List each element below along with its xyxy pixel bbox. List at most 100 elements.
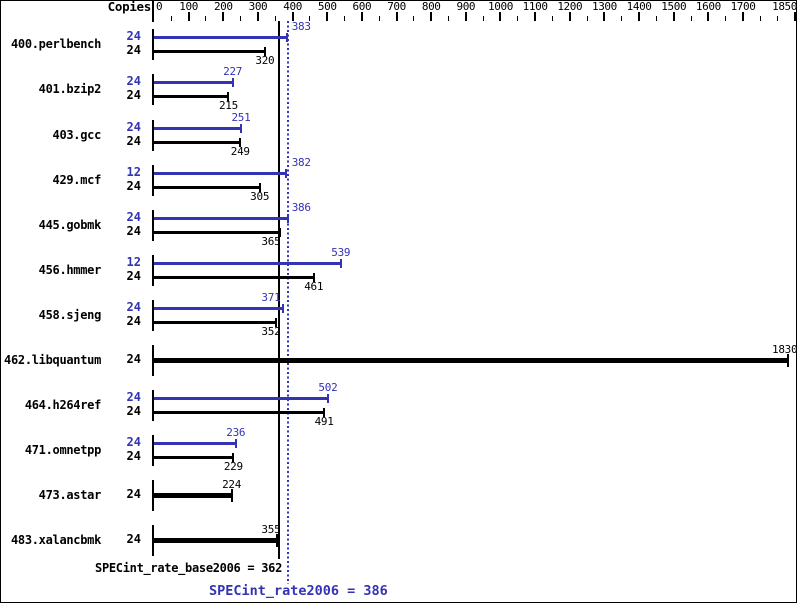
value-label: 251 [231,111,251,124]
bar-endcap [281,304,284,313]
bar-endcap [230,489,233,502]
value-label: 371 [261,291,281,304]
group-axis-segment [152,210,154,241]
copies-label: 24 [126,29,141,43]
copies-label: 24 [126,210,141,224]
benchmark-label: 458.sjeng [38,308,102,322]
bar-endcap [234,439,237,448]
bar-endcap [258,183,261,192]
value-label: 1830 [772,343,798,356]
group-axis-segment [152,29,154,60]
copies-label: 24 [126,224,141,238]
x-axis-tick-label: 800 [421,0,441,13]
benchmark-label: 400.perlbench [10,37,101,51]
copies-label: 24 [126,487,141,501]
bar-endcap [274,318,277,327]
bar-endcap [232,453,235,462]
x-axis-minor-tick [586,16,588,21]
bar-endcap [231,78,234,87]
copies-label: 24 [126,390,141,404]
base-bar [154,50,265,53]
group-axis-segment [152,390,154,421]
x-axis-minor-tick [170,16,172,21]
axis-origin-line [152,1,154,22]
x-axis-minor-tick [309,16,311,21]
x-axis-major-tick [638,12,641,21]
group-axis-segment [152,345,154,376]
x-axis-tick-label: 1200 [557,0,583,13]
copies-label: 24 [126,435,141,449]
x-axis-tick-label: 0 [156,0,163,13]
value-label: 352 [261,325,281,338]
base-bar [154,276,314,279]
x-axis-minor-tick [777,16,779,21]
group-axis-segment [152,255,154,286]
basepeak-bar [154,358,789,363]
x-axis-major-tick [568,12,571,21]
x-axis-tick-label: 400 [283,0,302,13]
basepeak-bar [154,538,277,543]
peak-reference-line [286,21,289,584]
x-axis-tick-label: 900 [456,0,476,13]
benchmark-label: 401.bzip2 [38,82,102,96]
copies-label: 24 [126,120,141,134]
x-axis-major-tick [672,12,675,21]
bar-endcap [285,169,288,178]
value-label: 383 [291,20,311,33]
x-axis-minor-tick [690,16,692,21]
copies-label: 24 [126,88,141,102]
benchmark-label: 483.xalancbmk [10,533,101,547]
group-axis-segment [152,480,154,511]
bar-endcap [323,408,326,417]
bar-endcap [285,33,288,42]
x-axis-tick-label: 1500 [661,0,687,13]
base-bar [154,231,281,234]
bar-endcap [227,92,230,101]
x-axis-major-tick [794,12,796,21]
x-axis-tick-label: 600 [352,0,372,13]
copies-label: 24 [126,352,141,366]
copies-label: 12 [126,165,141,179]
benchmark-label: 429.mcf [52,173,102,187]
value-label: 355 [261,523,281,536]
copies-label: 24 [126,179,141,193]
peak-summary-label: SPECint_rate2006 = 386 [209,583,388,599]
x-axis-minor-tick [759,16,761,21]
x-axis-tick-label: 500 [317,0,337,13]
copies-label: 24 [126,43,141,57]
value-label: 491 [314,415,334,428]
x-axis-major-tick [430,12,433,21]
peak-bar [154,262,341,265]
basepeak-bar [154,493,232,498]
group-axis-segment [152,74,154,105]
x-axis-major-tick [464,12,467,21]
x-axis-minor-tick [482,16,484,21]
x-axis-minor-tick [448,16,449,21]
x-axis-tick-label: 1400 [626,0,652,13]
x-axis-major-tick [707,12,710,21]
copies-label: 24 [126,269,141,283]
benchmark-label: 403.gcc [52,128,102,142]
copies-label: 24 [126,74,141,88]
x-axis-tick-label: 200 [213,0,233,13]
x-axis-tick-label: 1100 [522,0,548,13]
benchmark-label: 445.gobmk [38,218,102,232]
benchmark-label: 456.hmmer [38,263,102,277]
value-label: 249 [230,145,250,158]
value-label: 229 [223,460,243,473]
x-axis-major-tick [534,12,537,21]
x-axis-minor-tick [621,16,623,21]
x-axis-tick-label: 1700 [730,0,756,13]
x-axis-tick-label: 100 [179,0,198,13]
x-axis-minor-tick [413,16,415,21]
bar-endcap [787,354,790,367]
peak-bar [154,172,287,175]
copies-label: 24 [126,449,141,463]
x-axis-major-tick [326,12,329,21]
base-bar [154,456,234,459]
bar-endcap [312,273,315,282]
x-axis-major-tick [256,12,259,21]
peak-bar [154,127,241,130]
value-label: 386 [291,201,311,214]
